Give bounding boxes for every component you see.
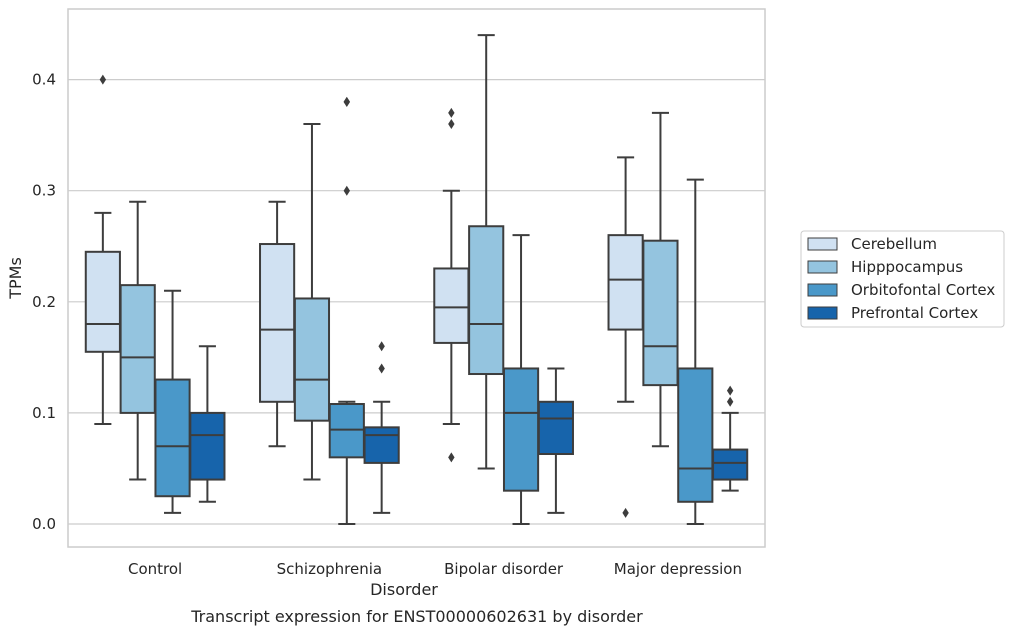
x-tick-label: Control xyxy=(128,560,182,578)
legend-swatch xyxy=(807,283,838,297)
box xyxy=(189,411,226,481)
outlier-point xyxy=(99,74,107,85)
legend: Cerebellum Hipppocampus Orbitofontal Corte… xyxy=(800,230,1005,328)
x-tick-label: Schizophrenia xyxy=(277,560,382,578)
y-tick-label: 0.1 xyxy=(32,404,56,422)
box xyxy=(119,284,156,414)
box-group xyxy=(468,34,505,470)
legend-swatch xyxy=(807,237,838,251)
box-group xyxy=(293,123,331,481)
y-tick-label: 0.0 xyxy=(32,515,56,533)
box-group xyxy=(119,200,156,481)
box xyxy=(293,297,331,422)
box-group xyxy=(84,74,121,426)
legend-swatch xyxy=(807,260,838,274)
box-group xyxy=(328,96,365,525)
box xyxy=(259,243,296,403)
legend-label: Cerebellum xyxy=(851,235,937,253)
outlier-point xyxy=(378,341,385,352)
outlier-point xyxy=(622,507,629,518)
box xyxy=(712,448,749,481)
y-axis-ticks: 0.0 0.1 0.2 0.3 0.4 xyxy=(32,71,56,533)
outlier-point xyxy=(343,96,350,107)
box-group xyxy=(502,234,540,525)
legend-label: Prefrontal Cortex xyxy=(851,304,978,322)
outlier-point xyxy=(448,107,455,118)
box-group xyxy=(712,385,749,492)
x-axis-ticks: Control Schizophrenia Bipolar disorder Majo… xyxy=(128,560,742,578)
box-group xyxy=(259,200,296,448)
outlier-point xyxy=(726,385,734,396)
x-axis-title: Disorder xyxy=(370,580,438,599)
outlier-point xyxy=(448,452,455,463)
box-group xyxy=(607,156,644,518)
y-axis-title: TPMs xyxy=(6,257,25,300)
y-tick-label: 0.3 xyxy=(32,182,56,200)
box xyxy=(363,426,400,464)
box-group xyxy=(363,341,400,514)
y-tick-label: 0.4 xyxy=(32,71,56,89)
legend-swatch xyxy=(807,306,838,320)
outlier-point xyxy=(378,363,385,374)
box xyxy=(677,367,714,503)
box-group xyxy=(642,111,679,448)
legend-frame xyxy=(800,230,1005,328)
x-tick-label: Major depression xyxy=(614,560,742,578)
legend-label: Hipppocampus xyxy=(851,258,963,276)
box-group xyxy=(154,289,191,514)
y-tick-label: 0.2 xyxy=(32,293,56,311)
outlier-point xyxy=(448,119,455,130)
x-tick-label: Bipolar disorder xyxy=(444,560,564,578)
box xyxy=(154,378,191,498)
box-plot-series xyxy=(84,34,749,525)
outlier-point xyxy=(726,396,734,407)
box-group xyxy=(677,178,714,525)
box xyxy=(642,239,679,387)
outlier-point xyxy=(343,185,350,196)
box xyxy=(502,367,540,492)
box xyxy=(537,400,574,456)
box xyxy=(468,225,505,376)
box xyxy=(328,403,365,459)
chart-caption: Transcript expression for ENST0000060263… xyxy=(190,607,643,626)
box xyxy=(84,250,121,353)
box-group xyxy=(537,367,574,514)
legend-label: Orbitofontal Cortex xyxy=(851,281,995,299)
box xyxy=(607,234,644,331)
box xyxy=(433,267,470,344)
box-group xyxy=(433,107,470,463)
plot-frame xyxy=(67,8,766,548)
box-group xyxy=(189,345,226,503)
